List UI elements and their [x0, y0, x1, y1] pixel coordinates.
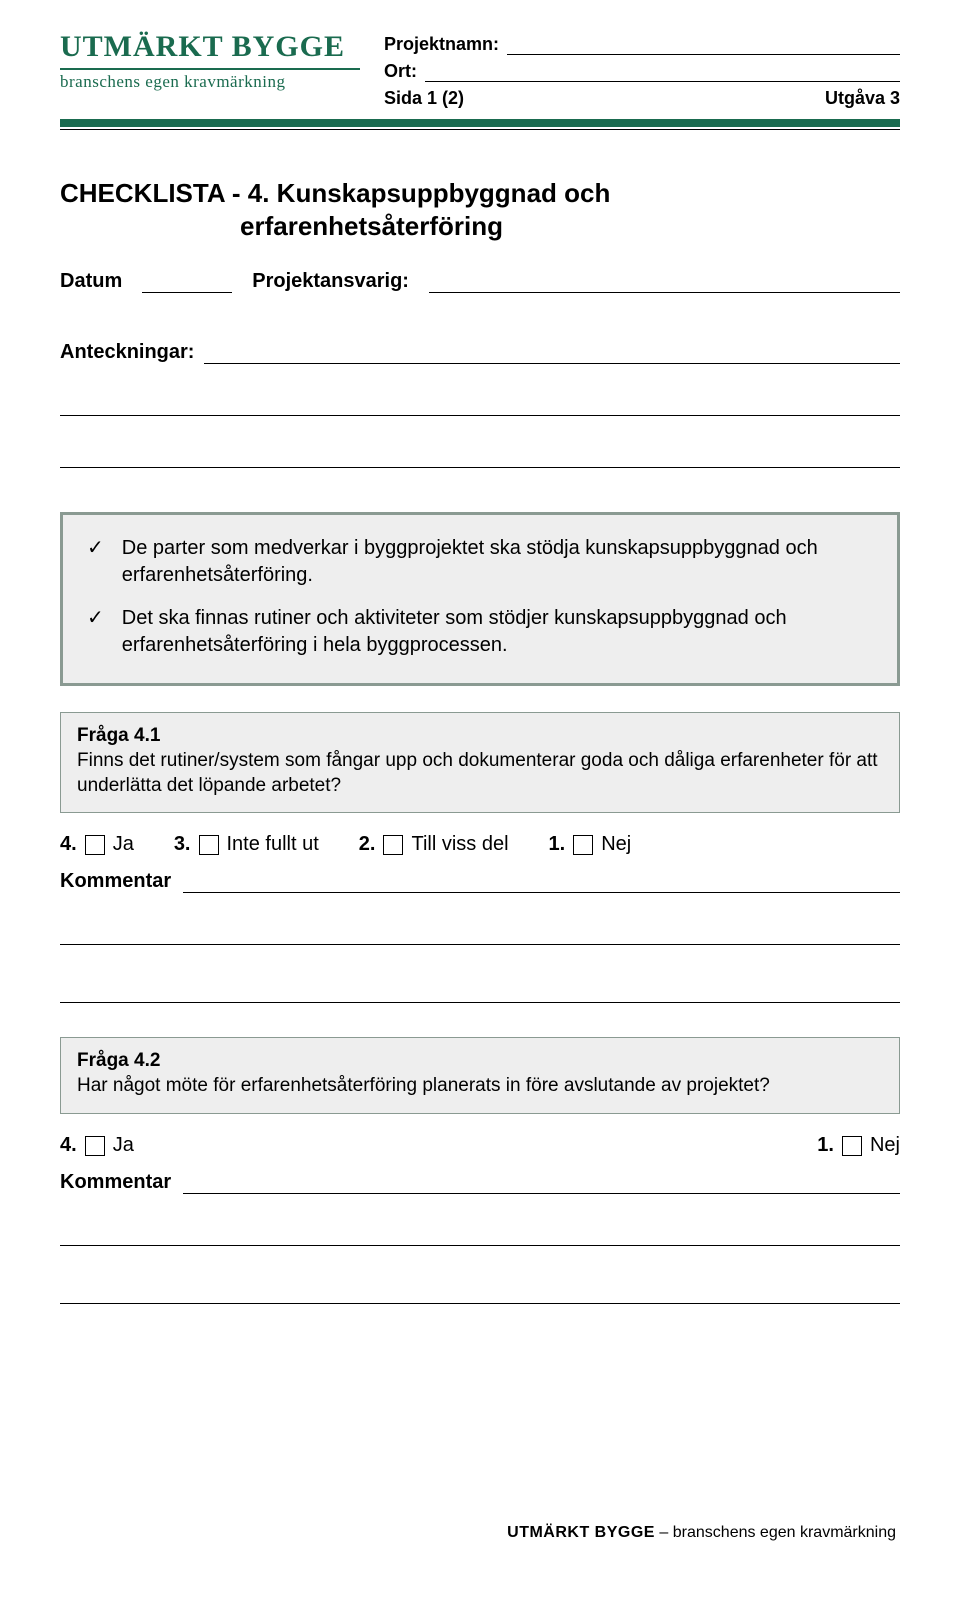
anteckningar-input-1[interactable] [204, 344, 900, 364]
info-item-2: ✓ Det ska finnas rutiner och aktiviteter… [87, 605, 873, 659]
q1-comment-input-1[interactable] [183, 873, 900, 893]
q2-opt1-num: 1. [817, 1134, 834, 1157]
q1-option-4: 4. Ja [60, 833, 134, 856]
q1-opt1-label: Nej [601, 833, 631, 856]
header-rule-thick [60, 119, 900, 127]
info-box: ✓ De parter som medverkar i byggprojekte… [60, 512, 900, 686]
info-text-1: De parter som medverkar i byggprojektet … [122, 535, 873, 589]
q2-comment-row: Kommentar [60, 1171, 900, 1194]
logo-divider [60, 68, 360, 70]
ort-input[interactable] [425, 64, 900, 82]
info-item-1: ✓ De parter som medverkar i byggprojekte… [87, 535, 873, 589]
ort-row: Ort: [384, 61, 900, 82]
question-4-2-title: Fråga 4.2 [77, 1050, 883, 1072]
question-4-2-options: 4. Ja 1. Nej [60, 1134, 900, 1157]
checklist-title-line2: erfarenhetsåterföring [240, 211, 900, 242]
projektnamn-input[interactable] [507, 37, 900, 55]
q1-option-2: 2. Till viss del [359, 833, 509, 856]
q1-opt1-checkbox[interactable] [573, 835, 593, 855]
edition: Utgåva 3 [825, 88, 900, 109]
info-text-2: Det ska finnas rutiner och aktiviteter s… [122, 605, 873, 659]
q1-opt2-num: 2. [359, 833, 376, 856]
q1-comment-input-2[interactable] [60, 921, 900, 945]
page: UTMÄRKT BYGGE branschens egen kravmärkni… [0, 0, 960, 1582]
page-info-row: Sida 1 (2) Utgåva 3 [384, 88, 900, 109]
datum-label: Datum [60, 270, 122, 293]
footer-tagline: branschens egen kravmärkning [673, 1524, 896, 1541]
header-fields: Projektnamn: Ort: Sida 1 (2) Utgåva 3 [384, 30, 900, 109]
footer: UTMÄRKT BYGGE – branschens egen kravmärk… [60, 1524, 900, 1542]
header-rule-thin [60, 129, 900, 130]
anteckningar-input-2[interactable] [60, 392, 900, 416]
q2-opt1-label: Nej [870, 1134, 900, 1157]
q1-comment-label: Kommentar [60, 870, 171, 893]
projektnamn-row: Projektnamn: [384, 34, 900, 55]
datum-input[interactable] [142, 273, 232, 293]
question-4-1-text: Finns det rutiner/system som fångar upp … [77, 749, 883, 798]
q1-opt4-label: Ja [113, 833, 134, 856]
header: UTMÄRKT BYGGE branschens egen kravmärkni… [60, 30, 900, 109]
question-4-1-box: Fråga 4.1 Finns det rutiner/system som f… [60, 712, 900, 813]
q2-opt4-checkbox[interactable] [85, 1136, 105, 1156]
check-icon: ✓ [87, 605, 104, 659]
q2-option-1: 1. Nej [817, 1134, 900, 1157]
q2-comment-input-2[interactable] [60, 1222, 900, 1246]
logo-main: UTMÄRKT BYGGE [60, 30, 360, 64]
question-4-1-title: Fråga 4.1 [77, 725, 883, 747]
question-4-2-text: Har något möte för erfarenhetsåterföring… [77, 1074, 883, 1099]
ort-label: Ort: [384, 61, 425, 82]
logo-block: UTMÄRKT BYGGE branschens egen kravmärkni… [60, 30, 360, 92]
q1-opt2-label: Till viss del [411, 833, 508, 856]
anteckningar-row: Anteckningar: [60, 341, 900, 364]
q2-opt4-num: 4. [60, 1134, 77, 1157]
projektansvarig-label: Projektansvarig: [252, 270, 409, 293]
projektnamn-label: Projektnamn: [384, 34, 507, 55]
q1-option-3: 3. Inte fullt ut [174, 833, 319, 856]
q1-comment-input-3[interactable] [60, 979, 900, 1003]
anteckningar-label: Anteckningar: [60, 341, 194, 364]
q2-option-4: 4. Ja [60, 1134, 134, 1157]
q2-opt4-label: Ja [113, 1134, 134, 1157]
checklist-title-line1: CHECKLISTA - 4. Kunskapsuppbyggnad och [60, 178, 900, 209]
q1-opt4-num: 4. [60, 833, 77, 856]
footer-brand: UTMÄRKT BYGGE [507, 1524, 655, 1541]
q2-opt1-checkbox[interactable] [842, 1136, 862, 1156]
page-number: Sida 1 (2) [384, 88, 464, 109]
q1-opt3-num: 3. [174, 833, 191, 856]
anteckningar-input-3[interactable] [60, 444, 900, 468]
q1-comment-row: Kommentar [60, 870, 900, 893]
meta-row: Datum Projektansvarig: [60, 270, 900, 293]
q1-opt3-checkbox[interactable] [199, 835, 219, 855]
check-icon: ✓ [87, 535, 104, 589]
question-4-1-options: 4. Ja 3. Inte fullt ut 2. Till viss del … [60, 833, 900, 856]
q1-opt3-label: Inte fullt ut [227, 833, 319, 856]
q2-comment-label: Kommentar [60, 1171, 171, 1194]
q1-opt4-checkbox[interactable] [85, 835, 105, 855]
logo-tagline: branschens egen kravmärkning [60, 72, 360, 92]
q2-comment-input-1[interactable] [183, 1174, 900, 1194]
q2-comment-input-3[interactable] [60, 1280, 900, 1304]
footer-sep: – [655, 1524, 673, 1541]
q1-opt2-checkbox[interactable] [383, 835, 403, 855]
projektansvarig-input[interactable] [429, 273, 900, 293]
question-4-2-box: Fråga 4.2 Har något möte för erfarenhets… [60, 1037, 900, 1114]
q1-opt1-num: 1. [549, 833, 566, 856]
q1-option-1: 1. Nej [549, 833, 632, 856]
